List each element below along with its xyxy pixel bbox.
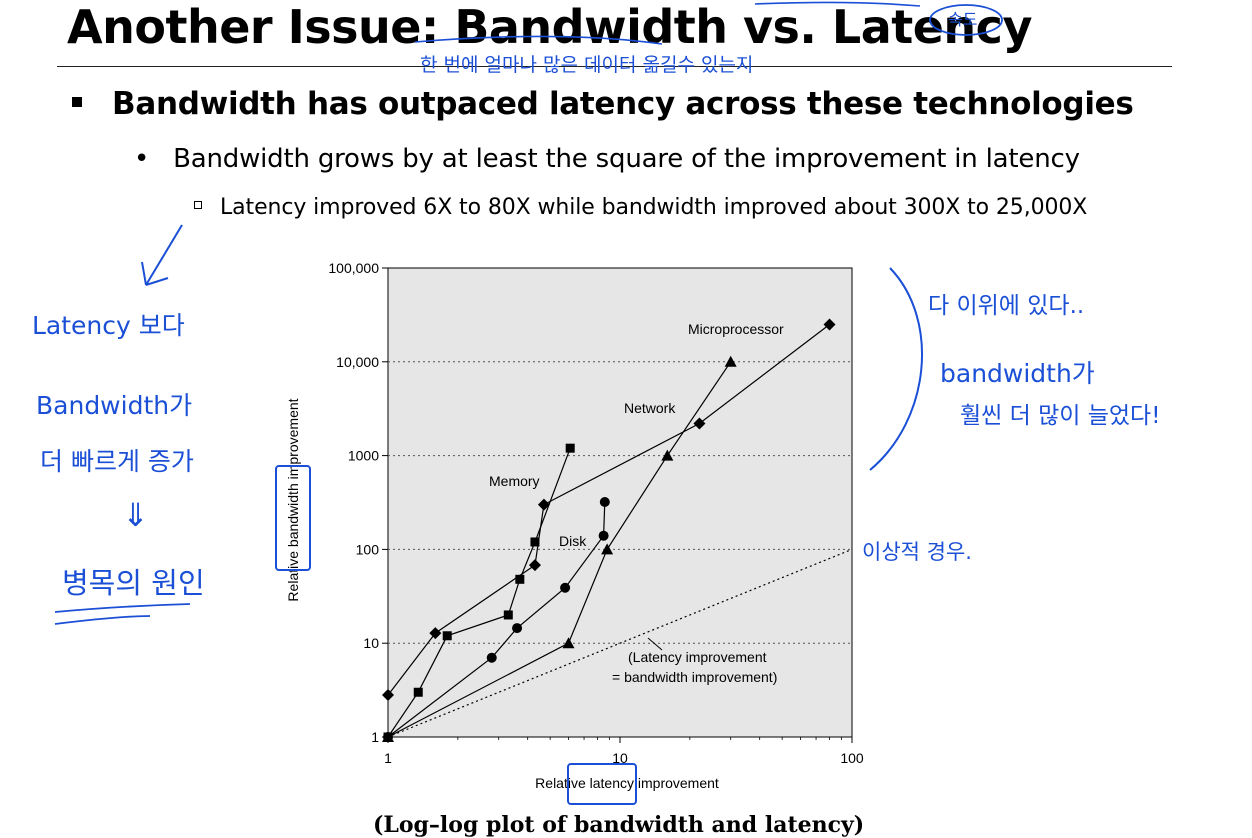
point-memory [503, 610, 513, 620]
y-tick-label: 100 [356, 541, 380, 557]
figure-caption: (Log–log plot of bandwidth and latency) [373, 812, 865, 838]
y-tick-label: 100,000 [328, 260, 379, 276]
ink-left-2: Bandwidth가 [36, 391, 193, 420]
point-memory [565, 443, 575, 453]
ink-right-3: 훨씬 더 많이 늘었다! [960, 403, 1161, 429]
series-label-microprocessor: Microprocessor [688, 321, 784, 337]
plot-area [387, 267, 853, 738]
bullet-level1: Bandwidth has outpaced latency across th… [72, 86, 1134, 122]
point-disk [486, 652, 497, 663]
series-label-network: Network [624, 400, 676, 416]
point-network [661, 449, 674, 461]
annotation-line1: (Latency improvement [628, 649, 767, 665]
point-memory [413, 687, 423, 697]
point-network [601, 543, 614, 555]
dot-bullet-icon: • [134, 144, 150, 174]
point-microprocessor [537, 498, 550, 511]
series-layer [382, 318, 836, 742]
square-bullet-icon [72, 96, 82, 107]
point-microprocessor [528, 559, 541, 572]
point-disk [598, 530, 609, 541]
ink-left-1: Latency 보다 [32, 311, 185, 340]
point-disk [512, 623, 523, 634]
point-disk [599, 497, 610, 508]
hollow-square-bullet-icon [194, 201, 202, 209]
x-axis-label: Relative latency improvement [535, 775, 719, 791]
point-microprocessor [429, 627, 442, 640]
point-microprocessor [382, 689, 394, 702]
series-label-memory: Memory [489, 473, 540, 489]
ink-left-arrow: ⇓ [122, 496, 149, 534]
y-tick-label: 1000 [348, 448, 379, 464]
y-tick-label: 1 [371, 729, 379, 745]
point-network [724, 355, 737, 367]
arrow-down-left [141, 224, 183, 286]
ink-left-3: 더 빠르게 증가 [40, 447, 194, 476]
point-memory [530, 537, 540, 547]
y-tick-label: 10,000 [336, 354, 379, 370]
ink-left-5: 병목의 원인 [62, 566, 205, 600]
y-label-highlight-box [275, 465, 311, 571]
circle-note-ring [929, 4, 1003, 36]
series-label-disk: Disk [559, 533, 587, 549]
ink-circle-note: 속도 [948, 10, 978, 29]
tick-labels: 1 10 100 1000 10,000 100,000 1 10 100 [328, 260, 864, 766]
title-divider [57, 66, 1172, 67]
point-memory [442, 631, 452, 641]
x-tick-label: 1 [384, 750, 392, 766]
ink-right-2: bandwidth가 [940, 359, 1095, 388]
slide-title: Another Issue: Bandwidth vs. Latency [67, 0, 1032, 54]
bullet-level3: Latency improved 6X to 80X while bandwid… [194, 195, 1087, 220]
ink-right-1: 다 이위에 있다.. [928, 293, 1085, 319]
x-label-highlight-box [567, 763, 637, 805]
double-underline [54, 603, 191, 625]
annotation-pointer [647, 637, 663, 651]
series-line-disk [387, 501, 606, 738]
point-microprocessor [823, 318, 836, 331]
point-network [562, 637, 575, 649]
point-disk [560, 582, 571, 593]
bullet-level1-text: Bandwidth has outpaced latency across th… [112, 86, 1134, 122]
point-memory [515, 574, 525, 584]
bullet-level3-text: Latency improved 6X to 80X while bandwid… [220, 195, 1088, 220]
point-microprocessor [693, 417, 706, 430]
annotation-line2: = bandwidth improvement) [612, 669, 777, 685]
y-tick-label: 10 [363, 635, 379, 651]
series-line-ideal [387, 548, 853, 738]
ideal-line [387, 548, 853, 738]
x-tick-label: 100 [840, 750, 864, 766]
bullet-level2-text: Bandwidth grows by at least the square o… [173, 144, 1080, 174]
title-overline-ink [754, 1, 921, 7]
right-brace [869, 267, 924, 471]
series-line-microprocessor [387, 324, 830, 696]
ink-under-title: 한 번에 얼마나 많은 데이터 옮길수 있는지 [420, 54, 754, 76]
bullet-level2: • Bandwidth grows by at least the square … [134, 144, 1080, 174]
title-underline-ink [414, 35, 663, 45]
y-axis-label: Relative bandwidth improvement [285, 398, 301, 601]
ink-ideal-case: 이상적 경우. [862, 540, 972, 564]
x-tick-label: 10 [612, 750, 628, 766]
